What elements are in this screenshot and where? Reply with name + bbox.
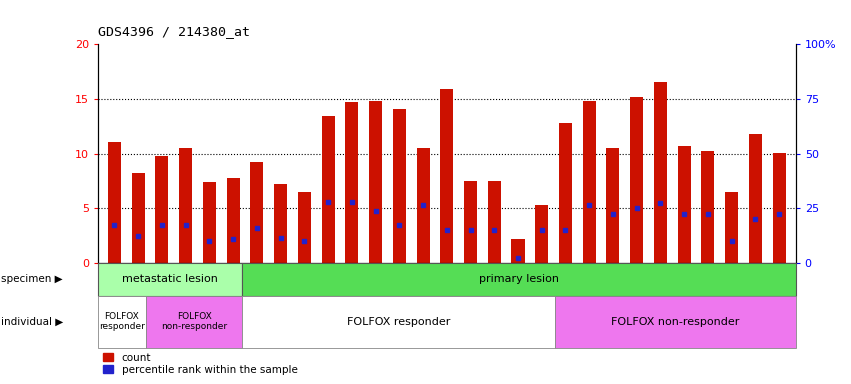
Bar: [559, 123, 572, 263]
Bar: [203, 182, 216, 263]
Bar: [677, 146, 691, 263]
Bar: [464, 181, 477, 263]
Bar: [555, 296, 796, 348]
Text: primary lesion: primary lesion: [479, 274, 559, 285]
Bar: [146, 296, 243, 348]
Bar: [701, 151, 714, 263]
Bar: [393, 109, 406, 263]
Bar: [274, 184, 287, 263]
Text: FOLFOX
non-responder: FOLFOX non-responder: [161, 312, 227, 331]
Bar: [346, 102, 358, 263]
Bar: [440, 89, 454, 263]
Text: FOLFOX responder: FOLFOX responder: [347, 316, 450, 327]
Bar: [607, 148, 620, 263]
Text: metastatic lesion: metastatic lesion: [122, 274, 218, 285]
Bar: [773, 152, 785, 263]
Text: specimen ▶: specimen ▶: [1, 274, 62, 285]
Bar: [98, 296, 146, 348]
Bar: [156, 156, 168, 263]
Bar: [250, 162, 264, 263]
Bar: [416, 148, 430, 263]
Bar: [488, 181, 500, 263]
Legend: count, percentile rank within the sample: count, percentile rank within the sample: [103, 353, 298, 375]
Bar: [369, 101, 382, 263]
Text: FOLFOX non-responder: FOLFOX non-responder: [611, 316, 740, 327]
Bar: [108, 142, 121, 263]
Bar: [749, 134, 762, 263]
Bar: [98, 263, 243, 296]
Bar: [322, 116, 334, 263]
Bar: [583, 101, 596, 263]
Text: FOLFOX
responder: FOLFOX responder: [99, 312, 145, 331]
Bar: [243, 263, 796, 296]
Bar: [654, 83, 667, 263]
Bar: [243, 296, 555, 348]
Bar: [511, 239, 524, 263]
Bar: [180, 148, 192, 263]
Text: individual ▶: individual ▶: [1, 316, 63, 327]
Bar: [132, 173, 145, 263]
Bar: [725, 192, 738, 263]
Bar: [226, 178, 240, 263]
Text: GDS4396 / 214380_at: GDS4396 / 214380_at: [98, 25, 250, 38]
Bar: [298, 192, 311, 263]
Bar: [535, 205, 548, 263]
Bar: [630, 97, 643, 263]
